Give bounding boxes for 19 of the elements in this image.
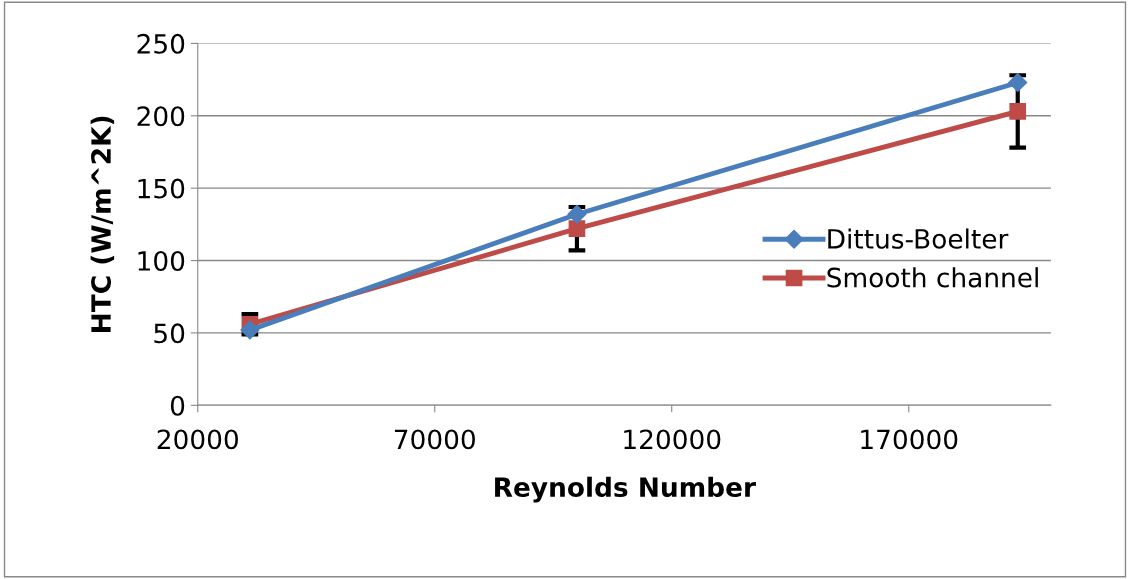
y-tick-label: 100 (138, 250, 185, 271)
point (1009, 103, 1027, 120)
legend-label: Smooth channel (827, 267, 1038, 288)
y-tick-label: 150 (138, 178, 185, 199)
y-tick-label: 50 (154, 323, 185, 344)
y-tick-label: 0 (170, 395, 185, 416)
y-axis-title: HTC (W/m^2K) (90, 116, 115, 332)
point (567, 204, 587, 224)
x-tick-label: 120000 (624, 429, 721, 450)
y-tick-label: 200 (137, 106, 185, 127)
x-tick-label: 70000 (394, 429, 475, 450)
point (1008, 72, 1028, 93)
x-axis-title: Reynolds Number (495, 476, 756, 503)
legend-label: Dittus-Boelter (828, 228, 1009, 249)
point (240, 320, 260, 340)
x-tick-label: 20000 (157, 429, 238, 450)
y-tick-label: 250 (137, 33, 185, 54)
point (568, 220, 586, 238)
x-tick-label: 170000 (861, 429, 958, 450)
